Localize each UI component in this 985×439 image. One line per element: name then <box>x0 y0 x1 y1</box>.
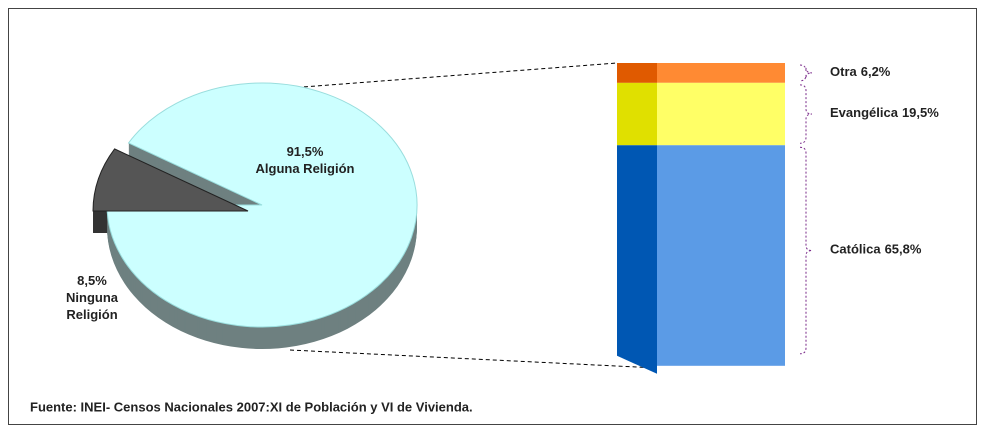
bar-segment <box>657 145 785 366</box>
value-label: 8,5% <box>77 273 107 288</box>
segment-label: Otra 6,2% <box>830 64 891 79</box>
category-label: Evangélica <box>830 105 899 120</box>
category-label: Alguna Religión <box>255 161 355 176</box>
pie-slice <box>106 82 418 328</box>
source: Fuente: INEI- Censos Nacionales 2007:XI … <box>30 399 473 414</box>
brace <box>799 84 813 144</box>
value-label: 6,2% <box>861 64 891 79</box>
category-label: Católica <box>830 242 881 257</box>
category-label: Otra <box>830 64 858 79</box>
bar-side <box>617 82 657 146</box>
bar-segment <box>657 82 785 146</box>
segment-label: Católica 65,8% <box>830 242 922 257</box>
category-label: Ninguna Religión <box>66 290 118 322</box>
brace <box>799 146 813 355</box>
pie-label: 91,5% Alguna Religión <box>250 143 360 177</box>
segment-label: Evangélica 19,5% <box>830 105 939 120</box>
bar-side <box>617 63 657 83</box>
bar-segment <box>657 63 785 83</box>
bar-side <box>617 145 657 374</box>
brace <box>799 64 813 82</box>
value-label: 65,8% <box>885 242 922 257</box>
value-label: 91,5% <box>286 144 324 159</box>
pie-label: 8,5% Ninguna Religión <box>52 272 132 323</box>
pie-slice <box>92 148 249 212</box>
connector <box>289 349 658 369</box>
connector <box>289 62 618 89</box>
value-label: 19,5% <box>902 105 939 120</box>
